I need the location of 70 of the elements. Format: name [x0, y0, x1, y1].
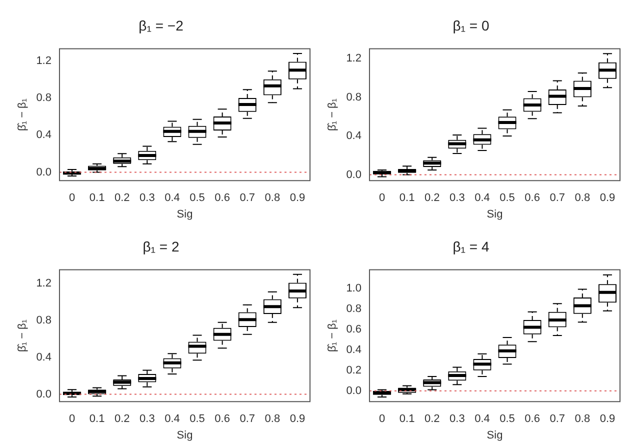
y-tick-label: 0.0 — [36, 388, 52, 400]
chart-title: β₁ = 2 — [142, 238, 180, 254]
x-tick-label: 0.9 — [600, 413, 616, 426]
x-tick-label: 0.4 — [474, 192, 490, 204]
x-tick-label: 0.5 — [190, 413, 205, 426]
x-tick-label: 0.7 — [240, 413, 256, 426]
x-tick-label: 0.1 — [399, 192, 415, 204]
x-tick-label: 0.8 — [574, 413, 590, 426]
x-axis-title: Sig — [486, 208, 503, 220]
x-tick-label: 0.3 — [450, 192, 465, 204]
y-axis-title: β̂₁ − β₁ — [326, 319, 339, 352]
x-tick-label: 0.5 — [500, 413, 515, 426]
y-tick-label: 0.6 — [346, 323, 362, 336]
chart-title: β₁ = −2 — [138, 17, 184, 34]
x-axis-title: Sig — [176, 208, 193, 220]
y-tick-label: 0.0 — [346, 384, 362, 397]
y-tick-label: 0.8 — [346, 91, 362, 104]
x-tick-label: 0.6 — [524, 192, 540, 204]
x-tick-label: 0.6 — [524, 413, 540, 426]
x-tick-label: 0.8 — [264, 192, 280, 204]
x-tick-label: 0.9 — [290, 192, 306, 204]
y-tick-label: 0.8 — [36, 314, 52, 327]
y-tick-label: 0.4 — [36, 351, 52, 364]
x-tick-label: 0.6 — [214, 192, 230, 204]
y-tick-label: 0.2 — [346, 364, 362, 376]
y-axis-title: β̂₁ − β₁ — [16, 98, 29, 132]
y-tick-label: 0.4 — [346, 344, 362, 356]
chart-title: β₁ = 4 — [452, 238, 490, 254]
y-tick-label: 1.2 — [346, 52, 362, 65]
y-tick-label: 0.0 — [346, 168, 362, 181]
x-tick-label: 0.2 — [424, 413, 440, 426]
y-tick-label: 0.4 — [36, 129, 52, 142]
x-tick-label: 0.8 — [264, 413, 280, 426]
x-tick-label: 0 — [68, 192, 76, 204]
x-tick-label: 0.5 — [500, 192, 515, 204]
x-tick-label: 0.1 — [89, 413, 105, 426]
y-axis-title: β̂₁ − β₁ — [326, 98, 339, 132]
x-tick-label: 0.6 — [214, 413, 230, 426]
y-tick-label: 0.4 — [346, 130, 362, 142]
y-tick-label: 1.2 — [36, 54, 52, 67]
x-axis-title: Sig — [176, 429, 193, 442]
x-tick-label: 0.4 — [164, 413, 180, 426]
x-tick-label: 0.2 — [114, 192, 130, 204]
x-tick-label: 0.7 — [240, 192, 256, 204]
x-tick-label: 0.1 — [399, 413, 415, 426]
x-tick-label: 0.3 — [140, 192, 155, 204]
x-tick-label: 0.9 — [290, 413, 306, 426]
x-tick-label: 0.2 — [424, 192, 440, 204]
x-tick-label: 0 — [68, 413, 76, 426]
y-axis-title: β̂₁ − β₁ — [16, 319, 29, 352]
x-tick-label: 0.7 — [550, 413, 566, 426]
chart-title: β₁ = 0 — [452, 17, 490, 34]
x-tick-label: 0.9 — [600, 192, 616, 204]
x-tick-label: 0.3 — [450, 413, 465, 426]
x-tick-label: 0.7 — [550, 192, 566, 204]
x-tick-label: 0.2 — [114, 413, 130, 426]
y-tick-label: 1.0 — [346, 282, 362, 294]
x-axis-title: Sig — [486, 429, 503, 442]
x-tick-label: 0 — [378, 413, 386, 426]
x-tick-label: 0.1 — [89, 192, 105, 204]
x-tick-label: 0.4 — [164, 192, 180, 204]
y-tick-label: 1.2 — [36, 278, 52, 290]
x-tick-label: 0.4 — [474, 413, 490, 426]
x-tick-label: 0 — [378, 192, 386, 204]
y-tick-label: 0.8 — [346, 302, 362, 315]
x-tick-label: 0.5 — [190, 192, 205, 204]
x-tick-label: 0.3 — [140, 413, 155, 426]
y-tick-label: 0.8 — [36, 92, 52, 104]
y-tick-label: 0.0 — [36, 166, 52, 178]
x-tick-label: 0.8 — [574, 192, 590, 204]
